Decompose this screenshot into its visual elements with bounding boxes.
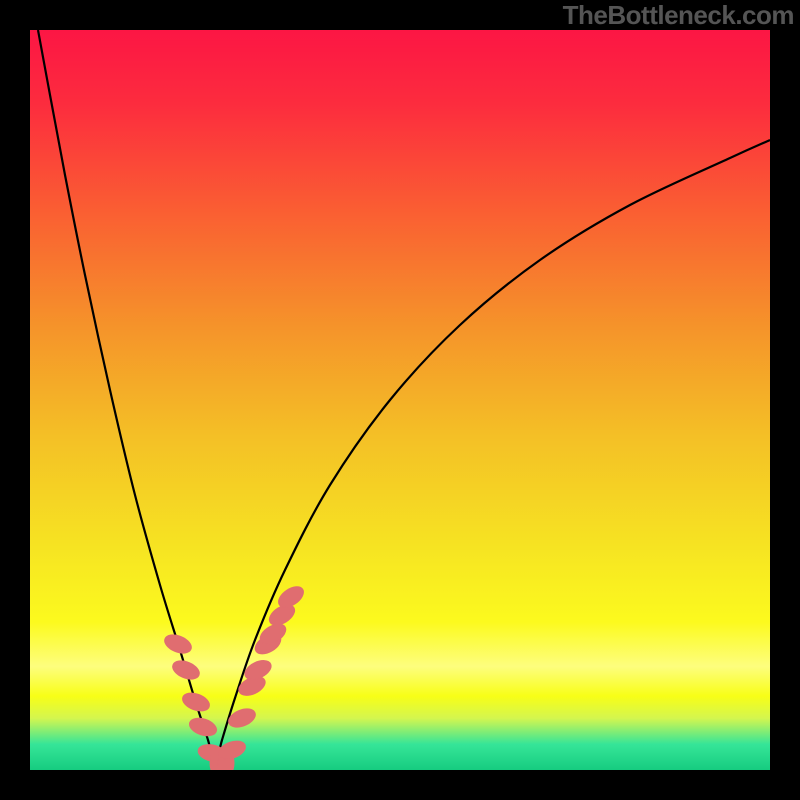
plot-area [30,30,770,770]
chart-root: TheBottleneck.com [0,0,800,800]
gradient-background [30,30,770,770]
watermark-text: TheBottleneck.com [563,0,794,31]
